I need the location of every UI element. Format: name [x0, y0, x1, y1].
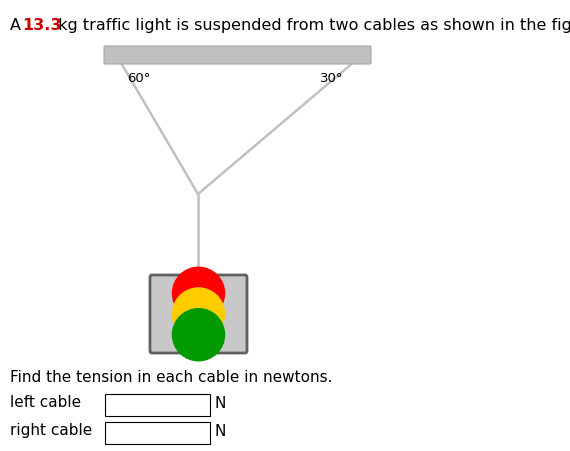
Text: Find the tension in each cable in newtons.: Find the tension in each cable in newton…	[10, 369, 332, 384]
Text: 30°: 30°	[320, 72, 344, 85]
Text: 13.3: 13.3	[22, 18, 62, 33]
Text: 60°: 60°	[127, 72, 150, 85]
FancyBboxPatch shape	[105, 394, 210, 416]
Circle shape	[173, 309, 225, 361]
FancyBboxPatch shape	[104, 47, 371, 65]
Circle shape	[173, 267, 225, 320]
Text: right cable: right cable	[10, 422, 92, 437]
FancyBboxPatch shape	[105, 422, 210, 444]
Text: A: A	[10, 18, 26, 33]
Circle shape	[173, 288, 225, 341]
Text: N: N	[215, 395, 226, 410]
FancyBboxPatch shape	[150, 276, 247, 353]
Text: N: N	[215, 423, 226, 438]
Text: kg traffic light is suspended from two cables as shown in the figure below.: kg traffic light is suspended from two c…	[53, 18, 570, 33]
Text: left cable: left cable	[10, 394, 81, 409]
